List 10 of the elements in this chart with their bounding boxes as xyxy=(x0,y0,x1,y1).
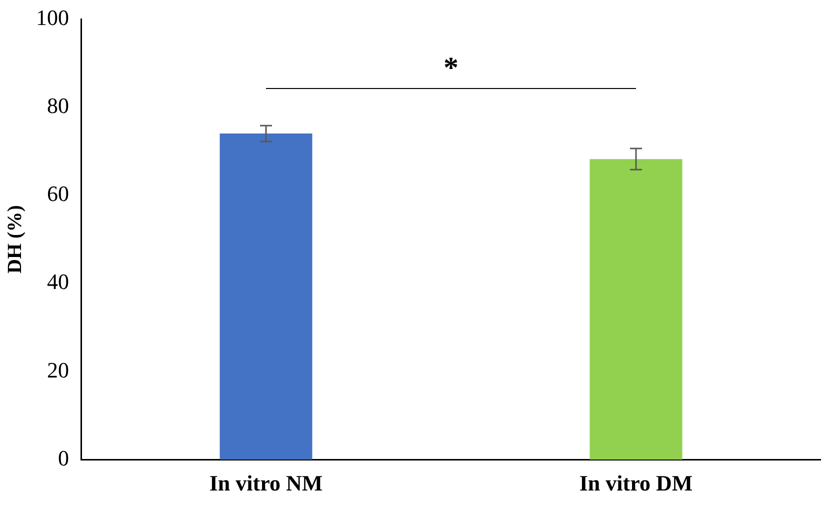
y-tick-label: 40 xyxy=(47,269,69,294)
y-tick-label: 20 xyxy=(47,357,69,382)
y-tick-label: 0 xyxy=(58,445,69,470)
y-axis-title: DH (%) xyxy=(4,205,26,274)
y-tick-label: 60 xyxy=(47,181,69,206)
x-tick-label: In vitro DM xyxy=(579,470,693,496)
annotation: * xyxy=(444,52,458,85)
x-tick-label: In vitro NM xyxy=(209,470,323,496)
y-tick-label: 80 xyxy=(47,92,69,118)
y-tick-label: 100 xyxy=(36,4,69,30)
